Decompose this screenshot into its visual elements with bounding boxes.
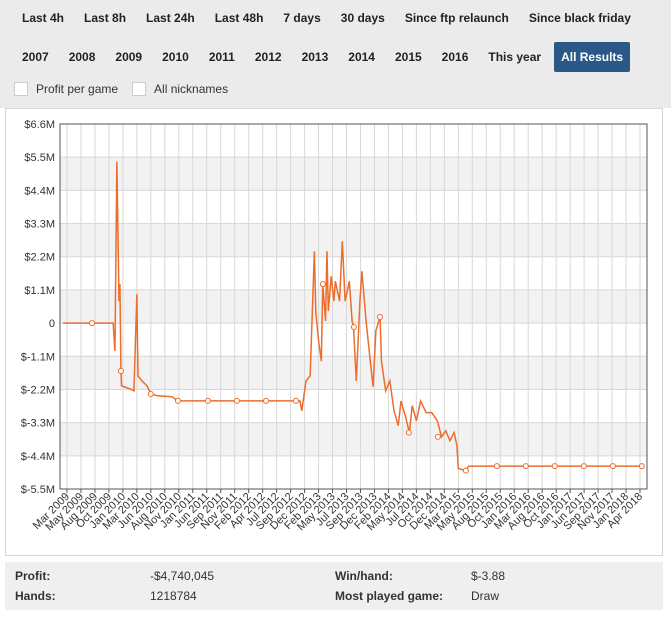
year-filters: 2007 2008 2009 2010 2011 2012 2013 2014 2015 2016… (12, 42, 631, 72)
y-tick-label: $-5.5M (21, 484, 55, 496)
filter-button[interactable]: 2008 (68, 50, 96, 64)
grid-band (60, 389, 647, 423)
grid-band (60, 422, 647, 456)
filter-button[interactable]: Since ftp relaunch (404, 11, 509, 25)
filter-bar: Last 4h Last 8h Last 24h Last 48h 7 days 30 d… (0, 0, 671, 108)
filter-button[interactable]: 2009 (115, 50, 143, 64)
point-marker (376, 314, 383, 321)
y-tick-label: $2.2M (24, 252, 55, 264)
plot-border (59, 123, 648, 490)
y-tick-label: $3.3M (24, 219, 55, 231)
point-marker (522, 463, 529, 470)
grid-band (60, 289, 647, 324)
stat-value: 1218784 (150, 589, 197, 603)
point-marker (609, 463, 616, 470)
filter-button[interactable]: 2014 (348, 50, 375, 64)
y-tick-label: $5.5M (24, 152, 55, 164)
filter-button[interactable]: 2011 (208, 50, 235, 64)
filter-button[interactable]: Last 8h (84, 11, 127, 25)
y-tick-label: 0 (49, 318, 55, 330)
filter-button[interactable]: 30 days (340, 11, 385, 25)
option[interactable]: All nicknames (130, 82, 228, 96)
y-tick-label: $6.6M (24, 119, 55, 131)
y-tick-label: $4.4M (24, 185, 55, 197)
point-marker (292, 397, 299, 404)
point-marker (638, 463, 645, 470)
point-marker (319, 281, 326, 288)
point-marker (434, 433, 441, 440)
y-tick-label: $-3.3M (21, 418, 55, 430)
filter-button[interactable]: 2013 (301, 50, 329, 64)
profit-line (63, 161, 645, 472)
y-tick-label: $-4.4M (21, 451, 55, 463)
y-tick-label: $-2.2M (21, 384, 55, 396)
y-tick-label: $-1.1M (21, 351, 55, 363)
options: Profit per game All nicknames (12, 74, 238, 104)
grid-band (60, 124, 647, 158)
filter-button[interactable]: Since black friday (528, 11, 631, 25)
filter-button[interactable]: 7 days (283, 11, 321, 25)
option-label: Profit per game (36, 82, 119, 96)
stat-value: $-3.88 (471, 569, 506, 583)
stat-label: Most played game: (335, 589, 444, 603)
point-marker (263, 397, 270, 404)
point-marker (580, 463, 587, 470)
filter-button[interactable]: 2012 (254, 50, 282, 64)
point-marker (89, 320, 96, 327)
filter-button[interactable]: 2010 (162, 50, 189, 64)
checkbox[interactable] (14, 82, 28, 96)
filter-button[interactable]: Last 4h (22, 11, 65, 25)
point-marker (233, 397, 240, 404)
point-marker (405, 429, 412, 436)
point-marker (147, 390, 154, 397)
point-marker (205, 397, 212, 404)
filter-button[interactable]: Last 48h (214, 11, 264, 25)
chart-panel: $6.6M $5.5M $4.4M $3.3M $2.2M $1.1M 0 $-1.1M $-2… (5, 108, 663, 556)
filter-button[interactable]: Last 24h (146, 11, 195, 25)
grid-band (60, 157, 647, 191)
stat-label: Hands: (15, 589, 56, 603)
stats: Profit: -$4,740,045 Win/hand: $-3.88 Hands: 1… (5, 562, 663, 610)
grid-band (60, 256, 647, 290)
grid-band (60, 455, 647, 489)
stat-label: Win/hand: (335, 569, 393, 583)
grid-band (60, 356, 647, 390)
grid-band (60, 190, 647, 224)
point-marker (551, 463, 558, 470)
stat-value: Draw (471, 589, 500, 603)
point-marker (117, 368, 124, 375)
stat-label: Profit: (15, 569, 51, 583)
filter-button[interactable]: All Results (554, 42, 631, 72)
filter-button[interactable]: This year (488, 50, 542, 64)
option[interactable]: Profit per game (12, 82, 118, 96)
checkbox[interactable] (132, 82, 147, 96)
y-tick-label: $1.1M (24, 285, 55, 297)
point-marker (493, 463, 500, 470)
point-marker (350, 324, 357, 331)
point-marker (174, 397, 181, 404)
time-filters: Last 4h Last 8h Last 24h Last 48h 7 days 30 d… (12, 3, 641, 33)
point-marker (462, 467, 469, 474)
option-label: All nicknames (154, 82, 229, 96)
chart: $6.6M $5.5M $4.4M $3.3M $2.2M $1.1M 0 $-1.1M $-2… (21, 119, 648, 533)
filter-button[interactable]: 2016 (441, 50, 469, 64)
filter-button[interactable]: 2015 (394, 50, 422, 64)
filter-button[interactable]: 2007 (22, 50, 49, 64)
grid-band (60, 223, 647, 257)
stat-value: -$4,740,045 (150, 569, 215, 583)
